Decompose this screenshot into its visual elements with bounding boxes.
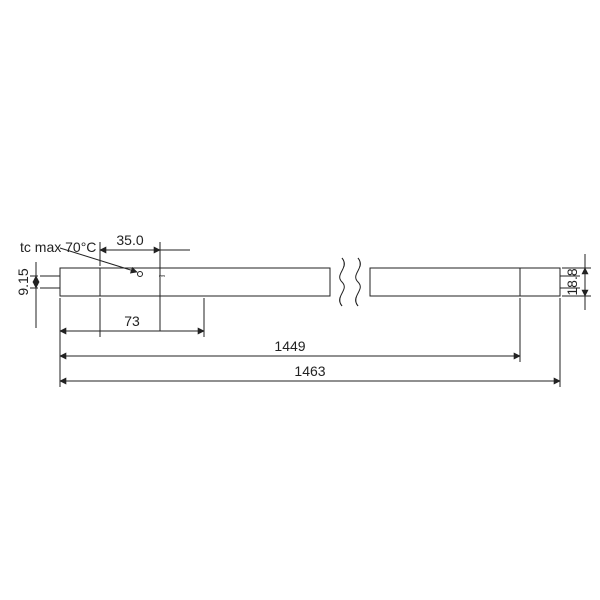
dim-9-15: 9.15 <box>15 268 31 295</box>
label-tc-note: tc max 70°C <box>20 239 96 255</box>
dim-18-8: 18.8 <box>564 268 580 295</box>
tube-dimension-drawing: ⎓tc max 70°C35.0731449146318.89.15 <box>0 0 600 600</box>
dim-1463: 1463 <box>294 363 325 379</box>
dim-1449: 1449 <box>274 338 305 354</box>
dim-35: 35.0 <box>116 232 143 248</box>
dim-73: 73 <box>124 313 140 329</box>
